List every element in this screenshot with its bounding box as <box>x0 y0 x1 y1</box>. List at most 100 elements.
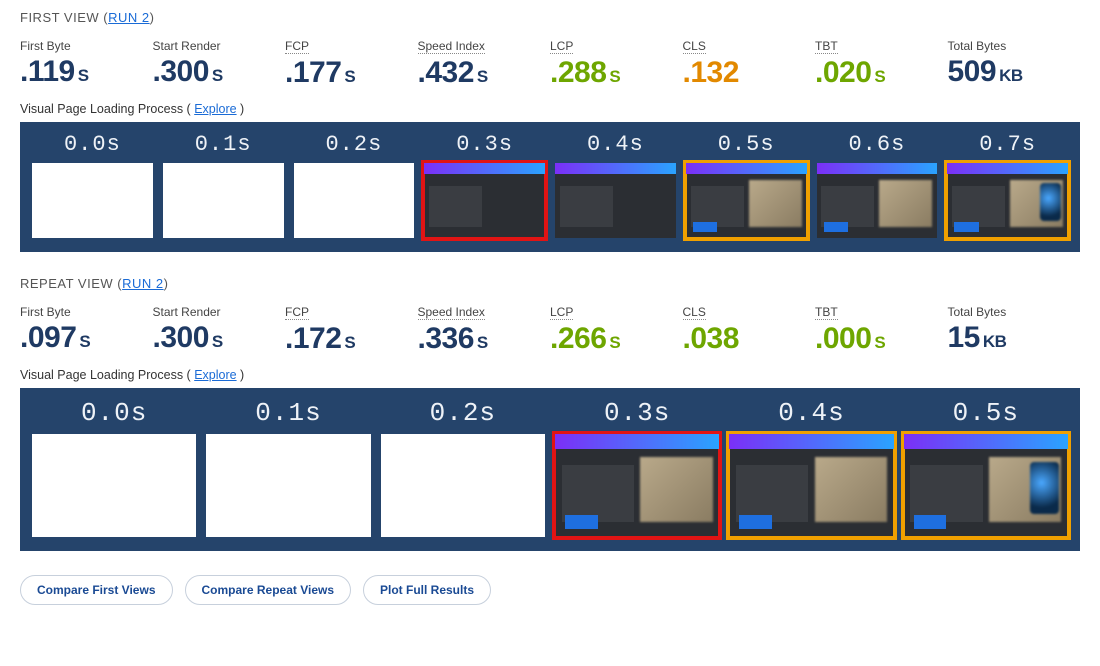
metric-value: .432S <box>418 58 551 88</box>
metric-value: .266S <box>550 324 683 354</box>
metric-value: .097S <box>20 323 153 353</box>
filmstrip-frame[interactable]: 0.1s <box>206 398 370 537</box>
repeat-view-section: REPEAT VIEW (RUN 2) First Byte .097S Sta… <box>20 276 1080 551</box>
frame-thumbnail[interactable] <box>424 163 545 238</box>
filmstrip: 0.0s 0.1s 0.2s 0.3s 0.4s 0.5s <box>20 388 1080 551</box>
view-title-prefix: REPEAT VIEW <box>20 276 113 291</box>
frame-thumbnail[interactable] <box>904 434 1068 537</box>
vpl-label: Visual Page Loading Process <box>20 102 183 116</box>
frame-time-label: 0.0s <box>81 398 147 428</box>
frame-time-label: 0.5s <box>718 132 775 157</box>
metric-speed index: Speed Index .432S <box>418 37 551 88</box>
metric-label: TBT <box>815 39 838 54</box>
metric-first byte: First Byte .097S <box>20 303 153 354</box>
filmstrip-frame[interactable]: 0.5s <box>686 132 807 238</box>
frame-thumbnail[interactable] <box>206 434 370 537</box>
filmstrip-frame[interactable]: 0.5s <box>904 398 1068 537</box>
frame-thumbnail[interactable] <box>32 434 196 537</box>
frame-thumbnail[interactable] <box>947 163 1068 238</box>
metric-value: .172S <box>285 324 418 354</box>
vpl-title: Visual Page Loading Process ( Explore ) <box>20 102 1080 116</box>
frame-thumbnail[interactable] <box>381 434 545 537</box>
metric-total bytes: Total Bytes 15KB <box>948 303 1081 354</box>
filmstrip-frame[interactable]: 0.0s <box>32 132 153 238</box>
first-view-section: FIRST VIEW (RUN 2) First Byte .119S Star… <box>20 10 1080 252</box>
metric-value: .300S <box>153 323 286 353</box>
view-title: FIRST VIEW (RUN 2) <box>20 10 1080 25</box>
metric-value: 15KB <box>948 323 1081 353</box>
action-buttons-row: Compare First Views Compare Repeat Views… <box>20 575 1080 605</box>
filmstrip-frame[interactable]: 0.6s <box>817 132 938 238</box>
frame-time-label: 0.3s <box>604 398 670 428</box>
explore-link[interactable]: Explore <box>194 368 236 382</box>
metric-value: .038 <box>683 324 816 354</box>
metric-value: .000S <box>815 324 948 354</box>
metric-value: .300S <box>153 57 286 87</box>
frame-thumbnail[interactable] <box>555 163 676 238</box>
metric-first byte: First Byte .119S <box>20 37 153 88</box>
metric-value: 509KB <box>948 57 1081 87</box>
metric-value: .177S <box>285 58 418 88</box>
filmstrip-frame[interactable]: 0.4s <box>555 132 676 238</box>
frame-thumbnail[interactable] <box>294 163 415 238</box>
metric-fcp: FCP .177S <box>285 37 418 88</box>
filmstrip-frame[interactable]: 0.2s <box>381 398 545 537</box>
metric-label: Speed Index <box>418 39 485 54</box>
metric-label: First Byte <box>20 305 71 319</box>
metric-value: .119S <box>20 57 153 87</box>
metric-value: .336S <box>418 324 551 354</box>
metric-tbt: TBT .000S <box>815 303 948 354</box>
metric-label: CLS <box>683 39 706 54</box>
frame-time-label: 0.6s <box>848 132 905 157</box>
filmstrip-frame[interactable]: 0.7s <box>947 132 1068 238</box>
metric-label: TBT <box>815 305 838 320</box>
metric-label: Start Render <box>153 305 221 319</box>
metric-lcp: LCP .266S <box>550 303 683 354</box>
frame-thumbnail[interactable] <box>555 434 719 537</box>
filmstrip-frame[interactable]: 0.2s <box>294 132 415 238</box>
metric-lcp: LCP .288S <box>550 37 683 88</box>
view-title-prefix: FIRST VIEW <box>20 10 99 25</box>
metric-value: .288S <box>550 58 683 88</box>
metric-value: .132 <box>683 58 816 88</box>
frame-time-label: 0.5s <box>953 398 1019 428</box>
filmstrip-frame[interactable]: 0.4s <box>729 398 893 537</box>
vpl-label: Visual Page Loading Process <box>20 368 183 382</box>
compare-repeat-views-button[interactable]: Compare Repeat Views <box>185 575 352 605</box>
metric-label: FCP <box>285 39 309 54</box>
run-link[interactable]: RUN 2 <box>122 276 164 291</box>
filmstrip-frame[interactable]: 0.1s <box>163 132 284 238</box>
metric-cls: CLS .132 <box>683 37 816 88</box>
metric-label: LCP <box>550 39 573 54</box>
plot-full-results-button[interactable]: Plot Full Results <box>363 575 491 605</box>
filmstrip-frame[interactable]: 0.0s <box>32 398 196 537</box>
frame-thumbnail[interactable] <box>686 163 807 238</box>
explore-link[interactable]: Explore <box>194 102 236 116</box>
frame-time-label: 0.4s <box>778 398 844 428</box>
frame-time-label: 0.7s <box>979 132 1036 157</box>
metrics-row: First Byte .119S Start Render .300S FCP … <box>20 37 1080 88</box>
frame-time-label: 0.1s <box>255 398 321 428</box>
metric-label: First Byte <box>20 39 71 53</box>
metric-label: Total Bytes <box>948 39 1007 53</box>
metric-speed index: Speed Index .336S <box>418 303 551 354</box>
frame-time-label: 0.0s <box>64 132 121 157</box>
frame-time-label: 0.1s <box>195 132 252 157</box>
metric-value: .020S <box>815 58 948 88</box>
frame-time-label: 0.2s <box>430 398 496 428</box>
metric-label: LCP <box>550 305 573 320</box>
frame-thumbnail[interactable] <box>729 434 893 537</box>
filmstrip-frame[interactable]: 0.3s <box>424 132 545 238</box>
compare-first-views-button[interactable]: Compare First Views <box>20 575 173 605</box>
frame-time-label: 0.2s <box>325 132 382 157</box>
metric-tbt: TBT .020S <box>815 37 948 88</box>
run-link[interactable]: RUN 2 <box>108 10 150 25</box>
frame-thumbnail[interactable] <box>32 163 153 238</box>
frame-thumbnail[interactable] <box>163 163 284 238</box>
metric-fcp: FCP .172S <box>285 303 418 354</box>
frame-time-label: 0.4s <box>587 132 644 157</box>
metric-label: Start Render <box>153 39 221 53</box>
metric-label: Total Bytes <box>948 305 1007 319</box>
filmstrip-frame[interactable]: 0.3s <box>555 398 719 537</box>
frame-thumbnail[interactable] <box>817 163 938 238</box>
